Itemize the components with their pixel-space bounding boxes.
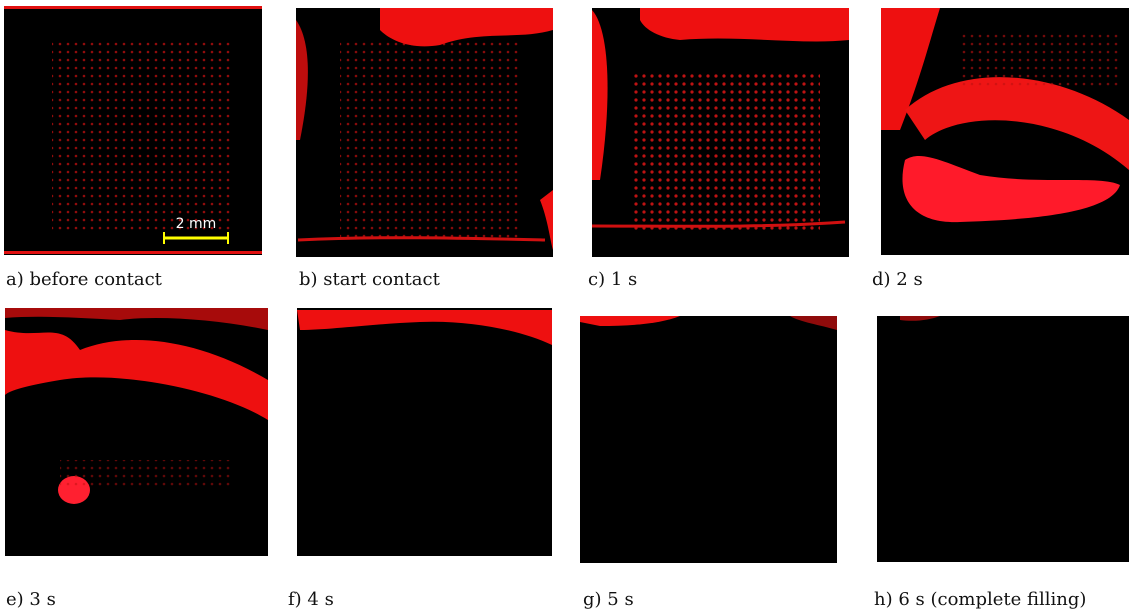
image-panel: [592, 8, 849, 257]
image-panel: [296, 8, 553, 257]
image-panel: [5, 308, 268, 556]
image-panel: 2 mm: [4, 6, 262, 255]
caption: e) 3 s: [6, 589, 56, 610]
scale-bar-label: 2 mm: [176, 216, 217, 232]
caption: d) 2 s: [872, 269, 923, 290]
caption: c) 1 s: [588, 269, 637, 290]
image-panel: [297, 308, 552, 556]
image-panel: [580, 316, 837, 563]
caption: f) 4 s: [288, 589, 334, 610]
caption: b) start contact: [299, 269, 441, 290]
figure: 2 mm a) before contact b) start contact …: [0, 0, 1134, 611]
caption: g) 5 s: [583, 589, 634, 610]
image-panel: [877, 316, 1129, 562]
caption: h) 6 s (complete filling): [874, 589, 1086, 610]
caption: a) before contact: [6, 269, 163, 290]
image-panel: [881, 8, 1129, 255]
